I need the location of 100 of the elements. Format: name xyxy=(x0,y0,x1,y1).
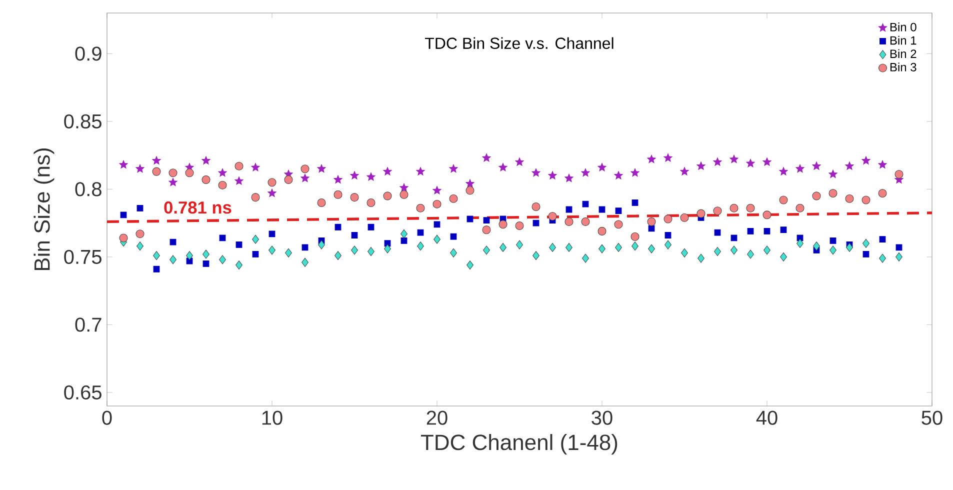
point xyxy=(598,226,606,236)
point xyxy=(434,234,440,244)
point xyxy=(334,190,342,199)
point xyxy=(202,156,210,164)
point xyxy=(680,167,689,176)
point xyxy=(434,221,440,228)
x-axis-title: TDC Chanenl (1-48) xyxy=(420,434,618,455)
point xyxy=(234,176,244,185)
point xyxy=(862,156,870,164)
point xyxy=(896,244,902,251)
point xyxy=(400,183,408,192)
point xyxy=(830,237,836,244)
point xyxy=(317,198,326,207)
point xyxy=(400,229,408,238)
point xyxy=(366,172,376,181)
y-tick-label: 0.75 xyxy=(64,250,102,264)
legend-label: Bin 1 xyxy=(890,36,916,45)
point xyxy=(615,242,622,252)
legend-label: Bin 2 xyxy=(890,49,916,58)
point xyxy=(466,260,474,270)
text: TDC Bin Size v.s. Channel xyxy=(425,37,614,49)
point xyxy=(582,254,589,263)
point xyxy=(632,200,638,206)
point xyxy=(302,258,308,267)
point xyxy=(762,210,772,220)
point xyxy=(894,170,904,179)
point xyxy=(680,213,689,222)
point xyxy=(582,200,589,208)
annotation: 0.781 ns xyxy=(164,201,232,214)
point xyxy=(219,255,226,264)
point xyxy=(828,170,838,178)
point xyxy=(284,175,293,184)
point xyxy=(300,174,310,182)
point xyxy=(417,242,424,251)
point xyxy=(532,251,540,260)
point xyxy=(383,167,392,176)
point xyxy=(714,229,721,236)
point xyxy=(466,179,474,188)
point xyxy=(647,217,656,226)
point xyxy=(614,171,623,180)
point xyxy=(762,158,772,166)
point xyxy=(119,160,128,168)
point xyxy=(566,206,572,213)
point xyxy=(417,229,424,236)
point xyxy=(730,154,738,164)
point xyxy=(698,254,704,263)
point xyxy=(170,255,176,264)
point xyxy=(252,251,259,258)
point xyxy=(532,202,540,212)
point xyxy=(351,246,358,255)
point xyxy=(566,242,572,252)
point xyxy=(746,204,755,212)
point xyxy=(153,266,160,272)
y-tick-label: 0.7 xyxy=(75,318,102,332)
point xyxy=(548,212,557,221)
point xyxy=(648,244,655,254)
point xyxy=(878,160,887,168)
point xyxy=(202,250,210,259)
point xyxy=(450,233,457,240)
point xyxy=(780,226,787,234)
point xyxy=(879,254,886,263)
point xyxy=(449,194,458,203)
point xyxy=(664,153,672,162)
point xyxy=(466,186,474,195)
point xyxy=(482,226,491,234)
point xyxy=(334,251,342,260)
point xyxy=(218,168,227,177)
x-tick-label: 20 xyxy=(426,410,448,425)
point xyxy=(285,248,292,258)
point xyxy=(813,242,820,251)
point xyxy=(845,194,854,203)
point xyxy=(366,198,376,207)
x-tick-label: 30 xyxy=(592,410,612,425)
point xyxy=(483,246,490,255)
point xyxy=(862,251,870,258)
y-tick-label: 0.85 xyxy=(64,114,102,128)
y-tick-label: 0.65 xyxy=(64,385,102,400)
point xyxy=(383,192,392,200)
point xyxy=(498,220,508,229)
point xyxy=(432,186,442,194)
point xyxy=(136,230,144,238)
point xyxy=(564,217,574,226)
point xyxy=(598,162,606,172)
point xyxy=(647,154,656,164)
point xyxy=(696,209,706,218)
y-axis-title: Bin Size (ns) xyxy=(34,148,54,270)
point xyxy=(168,168,178,178)
point xyxy=(202,260,210,267)
point xyxy=(416,167,425,176)
point xyxy=(549,242,556,252)
point xyxy=(581,168,590,177)
point xyxy=(648,225,655,232)
point xyxy=(268,188,276,197)
point xyxy=(186,251,193,260)
point xyxy=(234,162,244,170)
point xyxy=(532,220,540,226)
point xyxy=(202,175,210,184)
point xyxy=(318,240,325,250)
point xyxy=(812,192,821,200)
point xyxy=(630,232,640,241)
